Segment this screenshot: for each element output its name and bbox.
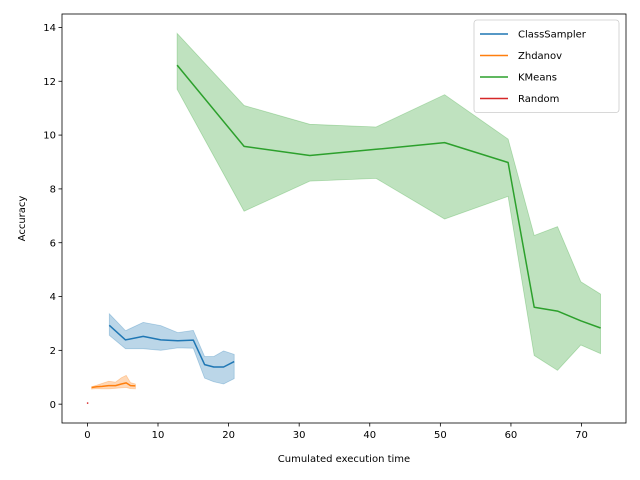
y-tick-label: 6 [50, 238, 56, 249]
x-tick-label: 0 [84, 430, 90, 441]
legend-box [473, 19, 620, 113]
classsampler-confidence-band [108, 312, 235, 385]
x-tick-label: 10 [152, 430, 165, 441]
x-tick-label: 30 [293, 430, 306, 441]
x-tick-label: 60 [505, 430, 518, 441]
zhdanov-line [91, 382, 136, 389]
x-axis-ticks: 0 10 20 30 40 50 60 70 [84, 423, 588, 441]
y-tick-label: 10 [43, 131, 56, 142]
x-axis-label: Cumulated execution time [278, 454, 410, 465]
kmeans-line [176, 64, 601, 329]
x-tick-label: 20 [222, 430, 235, 441]
y-tick-label: 12 [43, 77, 56, 88]
x-tick-label: 50 [434, 430, 447, 441]
legend: ClassSampler Zhdanov KMeans Random [473, 19, 620, 113]
y-tick-label: 0 [50, 400, 56, 411]
plot-frame [61, 13, 627, 424]
zhdanov-legend-label: Zhdanov [518, 51, 562, 62]
classsampler-line [108, 324, 235, 368]
y-tick-label: 8 [50, 185, 56, 196]
kmeans-confidence-band [176, 32, 601, 371]
kmeans-legend-label: KMeans [518, 73, 557, 84]
y-tick-label: 2 [50, 346, 56, 357]
y-tick-label: 14 [43, 23, 56, 34]
series-lines [86, 64, 601, 404]
y-axis-ticks: 0 2 4 6 8 10 12 14 [43, 23, 62, 411]
y-axis-label: Accuracy [17, 196, 28, 242]
y-tick-label: 4 [50, 292, 56, 303]
x-tick-label: 70 [575, 430, 588, 441]
x-tick-label: 40 [363, 430, 376, 441]
random-legend-label: Random [518, 94, 559, 105]
classsampler-legend-label: ClassSampler [518, 30, 587, 41]
